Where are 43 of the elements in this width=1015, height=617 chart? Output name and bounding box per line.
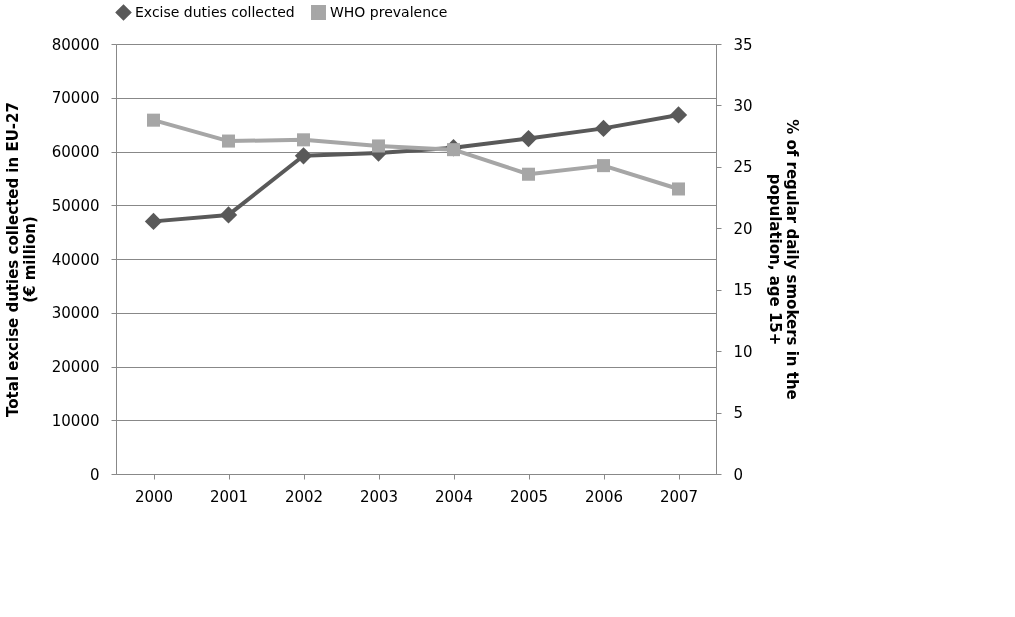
y2-tick-label: 25 (733, 158, 753, 177)
point (144, 212, 163, 231)
y-tick-label: 0 (89, 465, 100, 484)
y2-tick-label: 20 (733, 219, 753, 238)
x-tick-label: 2005 (509, 487, 549, 506)
point (669, 106, 688, 124)
y2-tick-label: 30 (733, 96, 753, 115)
y-tick-label: 10000 (51, 411, 100, 430)
x-tick-label: 2004 (434, 487, 474, 506)
y2-tick-label: 5 (733, 404, 744, 423)
y-tick-label: 80000 (51, 35, 100, 54)
y2-tick-label: 35 (733, 35, 753, 54)
point (671, 182, 686, 196)
y2-tick-label: 0 (733, 465, 744, 484)
y-tick-label: 50000 (51, 196, 100, 215)
y-tick-label: 20000 (51, 358, 100, 376)
point (519, 129, 538, 148)
y-tick-label: 30000 (51, 304, 100, 323)
y-tick-label: 40000 (51, 250, 100, 269)
x-tick-label: 2002 (284, 487, 324, 506)
point (221, 134, 236, 148)
y2-axis-title: % of regular daily smokers in the population, age 15+ (765, 119, 801, 400)
x-tick-label: 2001 (209, 487, 249, 506)
point (371, 139, 386, 153)
x-tick-label: 2003 (359, 487, 399, 506)
legend-label: Excise duties collected (135, 3, 295, 20)
point (146, 113, 161, 127)
y-tick-label: 70000 (51, 89, 100, 108)
y-axis-title: Total excise duties collected in EU-27 (€ million) (3, 102, 39, 417)
point (594, 119, 613, 138)
y2-tick-label: 10 (733, 342, 753, 361)
legend-label: WHO prevalence (330, 3, 448, 20)
point (294, 147, 313, 165)
y2-tick-label: 15 (733, 281, 753, 300)
point (446, 143, 461, 157)
y-tick-label: 60000 (51, 143, 100, 161)
x-tick-label: 2006 (584, 487, 624, 506)
point (296, 133, 311, 147)
x-tick-label: 2000 (134, 487, 174, 506)
point (521, 167, 536, 181)
point (219, 206, 238, 224)
point (596, 159, 611, 173)
x-tick-label: 2007 (659, 487, 699, 506)
